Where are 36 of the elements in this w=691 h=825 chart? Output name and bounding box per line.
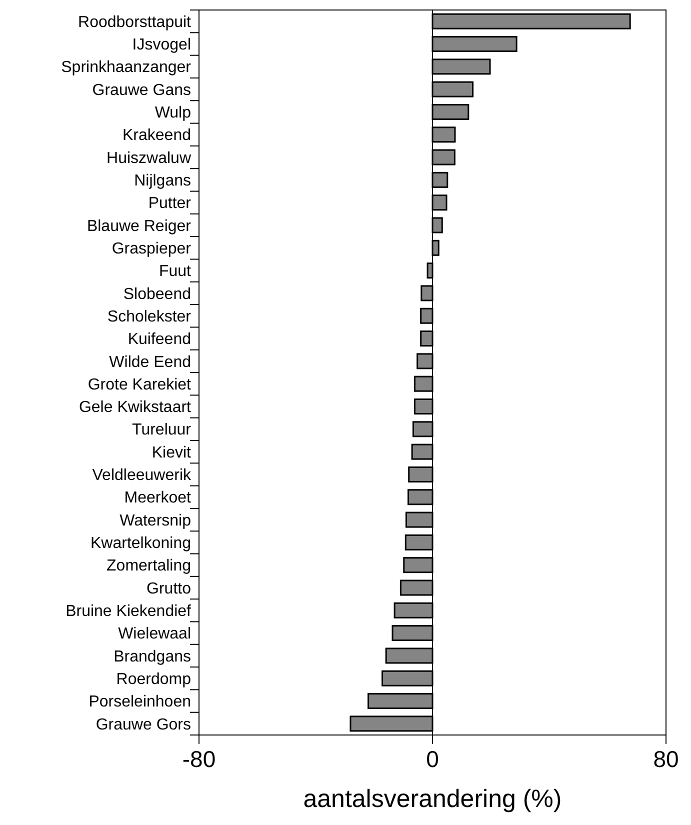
y-tick-label: Zomertaling — [106, 558, 191, 575]
y-tick-label: Roerdomp — [116, 670, 192, 688]
y-tick-label: Porseleinhoen — [88, 694, 191, 711]
y-tick-label: Kievit — [152, 444, 192, 462]
y-tick-label: Putter — [148, 195, 192, 212]
y-tick-label: Blauwe Reiger — [86, 218, 192, 235]
y-tick-label: Roodborsttapuit — [78, 14, 192, 31]
y-tick-label: Grauwe Gors — [96, 716, 191, 734]
y-tick-label: Wulp — [154, 104, 192, 122]
y-tick-label: Krakeend — [122, 127, 191, 144]
x-tick-label: -80 — [182, 746, 216, 772]
y-tick-label: Sprinkhaanzanger — [61, 59, 192, 76]
y-tick-label: Tureluur — [132, 422, 192, 439]
y-tick-label: Watersnip — [120, 512, 192, 530]
y-tick-label: Grote Karekiet — [88, 376, 192, 394]
y-tick-label: Kwartelkoning — [90, 535, 191, 552]
y-tick-label: Meerkoet — [124, 490, 192, 507]
y-tick-label: Slobeend — [123, 286, 191, 303]
y-tick-label: Brandgans — [114, 648, 191, 666]
y-tick-label: Veldleeuwerik — [92, 467, 192, 484]
y-tick-label: Gele Kwikstaart — [78, 399, 192, 416]
x-tick-label: 0 — [426, 746, 439, 772]
y-tick-label: Wielewaal — [118, 626, 191, 643]
y-tick-label: Nijlgans — [134, 172, 191, 190]
y-tick-label: IJsvogel — [132, 36, 191, 54]
y-tick-label: Grutto — [146, 580, 192, 598]
y-tick-label: Huiszwaluw — [106, 150, 192, 167]
x-axis-title: aantalsverandering (%) — [303, 785, 562, 813]
y-tick-label: Wilde Eend — [109, 354, 191, 371]
x-tick-label: 80 — [653, 746, 679, 772]
y-tick-label: Kuifeend — [128, 331, 191, 348]
y-tick-label: Bruine Kiekendief — [66, 602, 192, 620]
y-tick-label: Scholekster — [107, 308, 192, 326]
y-tick-label: Graspieper — [112, 240, 192, 258]
y-tick-label: Fuut — [158, 263, 192, 280]
y-tick-label: Grauwe Gans — [92, 82, 191, 99]
